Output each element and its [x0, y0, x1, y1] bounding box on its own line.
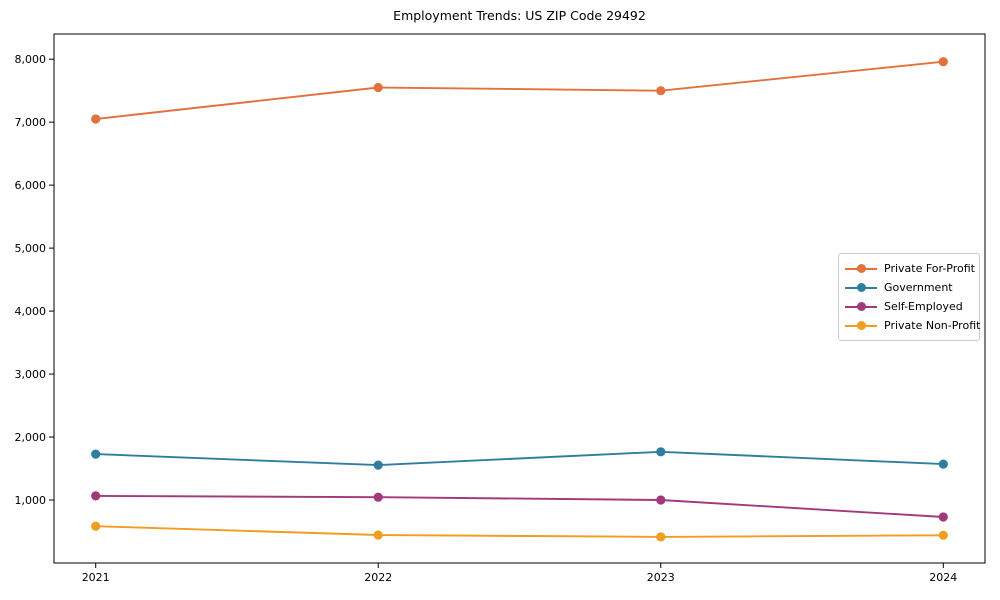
data-point	[656, 86, 666, 96]
data-point	[373, 530, 383, 540]
legend-line-marker-icon	[845, 301, 877, 312]
legend-item-private-non-profit: Private Non-Profit	[845, 316, 980, 335]
data-point	[91, 114, 101, 124]
y-tick-label: 4,000	[15, 305, 47, 318]
legend-label: Self-Employed	[884, 300, 963, 313]
legend: Private For-Profit Government Self-Employe…	[838, 253, 980, 341]
legend-line-marker-icon	[845, 282, 877, 293]
series-line-private-for-profit	[95, 60, 944, 120]
data-point	[373, 82, 383, 93]
data-point	[656, 495, 666, 505]
data-point	[91, 521, 101, 531]
x-tick-label: 2024	[929, 571, 957, 584]
data-point	[656, 532, 666, 542]
legend-line-marker-icon	[845, 263, 877, 274]
data-point	[91, 449, 101, 459]
x-tick-label: 2022	[364, 571, 392, 584]
y-tick-label: 2,000	[15, 431, 47, 444]
series-line-government	[95, 450, 944, 467]
data-point	[373, 492, 383, 502]
data-point	[656, 447, 666, 457]
chart-title: Employment Trends: US ZIP Code 29492	[393, 8, 646, 23]
legend-label: Private For-Profit	[884, 262, 975, 275]
y-tick-label: 6,000	[15, 179, 47, 192]
y-tick-label: 5,000	[15, 242, 47, 255]
y-tick-label: 8,000	[15, 53, 47, 66]
legend-item-self-employed: Self-Employed	[845, 297, 973, 316]
data-point	[373, 460, 383, 470]
legend-item-private-for-profit: Private For-Profit	[845, 259, 975, 278]
plot-border	[53, 33, 986, 564]
x-tick-label: 2021	[82, 571, 110, 584]
series-line-private-non-profit	[95, 525, 944, 538]
y-tick-label: 1,000	[15, 494, 47, 507]
legend-label: Government	[884, 281, 953, 294]
data-point	[91, 491, 101, 501]
y-tick-label: 3,000	[15, 368, 47, 381]
data-point	[938, 459, 948, 469]
legend-line-marker-icon	[845, 320, 877, 331]
series-line-self-employed	[95, 494, 944, 518]
legend-label: Private Non-Profit	[884, 319, 981, 332]
x-tick-label: 2023	[647, 571, 675, 584]
y-tick-label: 7,000	[15, 116, 47, 129]
legend-item-government: Government	[845, 278, 973, 297]
data-point	[938, 57, 948, 67]
data-point	[938, 530, 948, 540]
data-point	[938, 512, 948, 522]
